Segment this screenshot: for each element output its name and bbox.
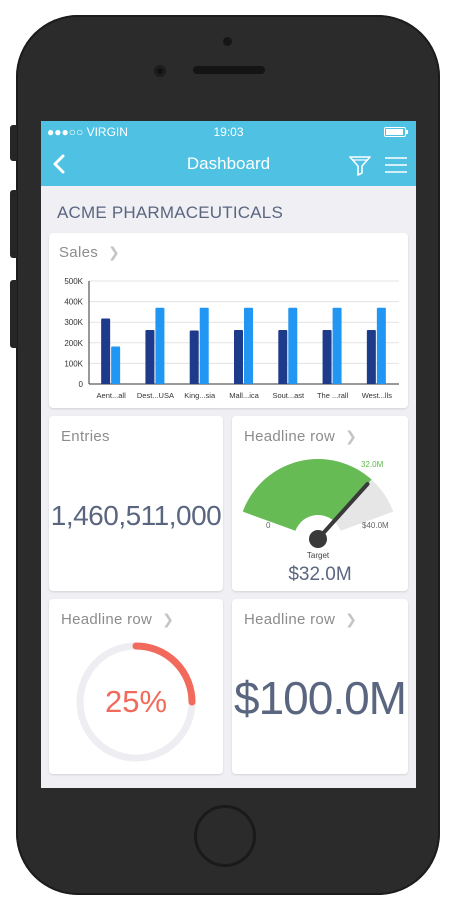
x-tick-label: Mall...ica [229, 391, 259, 400]
ring-card[interactable]: Headline row ❯ 25% [49, 599, 223, 774]
clock: 19:03 [213, 125, 244, 139]
gauge-max-label: $40.0M [362, 521, 389, 530]
gauge-chart: 0 $40.0M 32.0M Target [242, 459, 394, 560]
chevron-right-icon: ❯ [345, 611, 358, 627]
gauge-range-label: 32.0M [361, 460, 384, 469]
front-camera [223, 37, 232, 46]
battery-icon [384, 127, 408, 137]
gauge-card-header[interactable]: Headline row ❯ [244, 428, 357, 445]
menu-icon[interactable] [384, 156, 408, 174]
proximity-sensor [154, 65, 166, 77]
ring-percent-label: 25% [104, 684, 168, 719]
bar [145, 330, 155, 384]
y-tick-label: 0 [79, 380, 84, 389]
gauge-card-title: Headline row [244, 428, 336, 445]
bar [234, 330, 243, 384]
carrier-label: ●●●○○ VIRGIN [47, 125, 128, 139]
chevron-right-icon: ❯ [108, 244, 121, 260]
y-tick-label: 500K [64, 277, 83, 286]
bar [111, 346, 121, 384]
ring-card-header[interactable]: Headline row ❯ [61, 611, 174, 628]
gauge-min-label: 0 [266, 521, 271, 530]
bar [244, 307, 253, 384]
sales-card[interactable]: Sales ❯ 0 100K 200K 300K 400K 500K Aent...all De… [49, 233, 408, 408]
status-bar: ●●●○○ VIRGIN 19:03 [41, 125, 416, 139]
gauge-value: $32.0M [288, 564, 352, 585]
volume-down-button [10, 280, 17, 348]
x-tick-label: West...lls [362, 391, 393, 400]
x-tick-label: Dest...USA [137, 391, 174, 400]
bar [366, 330, 376, 384]
chevron-right-icon: ❯ [345, 428, 358, 444]
entries-value: 1,460,511,000 [50, 500, 222, 531]
earpiece-speaker [193, 66, 265, 74]
bar [288, 307, 298, 384]
ring-card-title: Headline row [61, 611, 153, 628]
entries-card-title: Entries [61, 428, 110, 445]
y-tick-label: 300K [64, 318, 83, 327]
gauge-hub [309, 530, 327, 548]
x-tick-label: The ...rall [317, 391, 349, 400]
money-card[interactable]: Headline row ❯ $100.0M [232, 599, 408, 774]
gauge-card[interactable]: Headline row ❯ 0 $40.0M 32.0M Target $32.… [232, 416, 408, 591]
screen: ●●●○○ VIRGIN 19:03 Dashboard ACME PHARMA… [41, 121, 416, 788]
bar [155, 307, 165, 384]
company-name: ACME PHARMACEUTICALS [57, 203, 283, 222]
sales-card-title: Sales [59, 244, 99, 261]
x-tick-label: King...sia [184, 391, 216, 400]
progress-ring [76, 642, 196, 762]
y-tick-label: 400K [64, 298, 83, 307]
x-tick-label: Sout...ast [272, 391, 305, 400]
back-arrow-icon[interactable] [49, 153, 71, 175]
money-card-header[interactable]: Headline row ❯ [244, 611, 357, 628]
volume-up-button [10, 190, 17, 258]
page-title: Dashboard [186, 154, 271, 173]
ring-progress-arc [132, 642, 196, 706]
bar [189, 330, 199, 384]
entries-card[interactable]: Entries 1,460,511,000 [49, 416, 223, 591]
bar [278, 330, 288, 384]
x-tick-label: Aent...all [97, 391, 127, 400]
bar [199, 307, 209, 384]
bar [376, 307, 386, 384]
y-tick-label: 200K [64, 339, 83, 348]
sales-bar-chart: 0 100K 200K 300K 400K 500K Aent...all Dest...US… [64, 277, 399, 400]
bar [322, 330, 332, 384]
navigation-bar: ●●●○○ VIRGIN 19:03 Dashboard [41, 121, 416, 186]
y-tick-label: 100K [64, 359, 83, 368]
sales-card-header[interactable]: Sales ❯ [59, 244, 120, 261]
bar [332, 307, 342, 384]
mute-switch [10, 125, 17, 161]
gauge-target-label: Target [307, 551, 330, 560]
bar [101, 318, 111, 384]
gauge-needle [316, 482, 370, 541]
filter-icon[interactable] [348, 154, 372, 176]
chevron-right-icon: ❯ [162, 611, 175, 627]
home-button[interactable] [194, 805, 256, 867]
money-card-title: Headline row [244, 611, 336, 628]
money-value: $100.0M [233, 672, 407, 724]
